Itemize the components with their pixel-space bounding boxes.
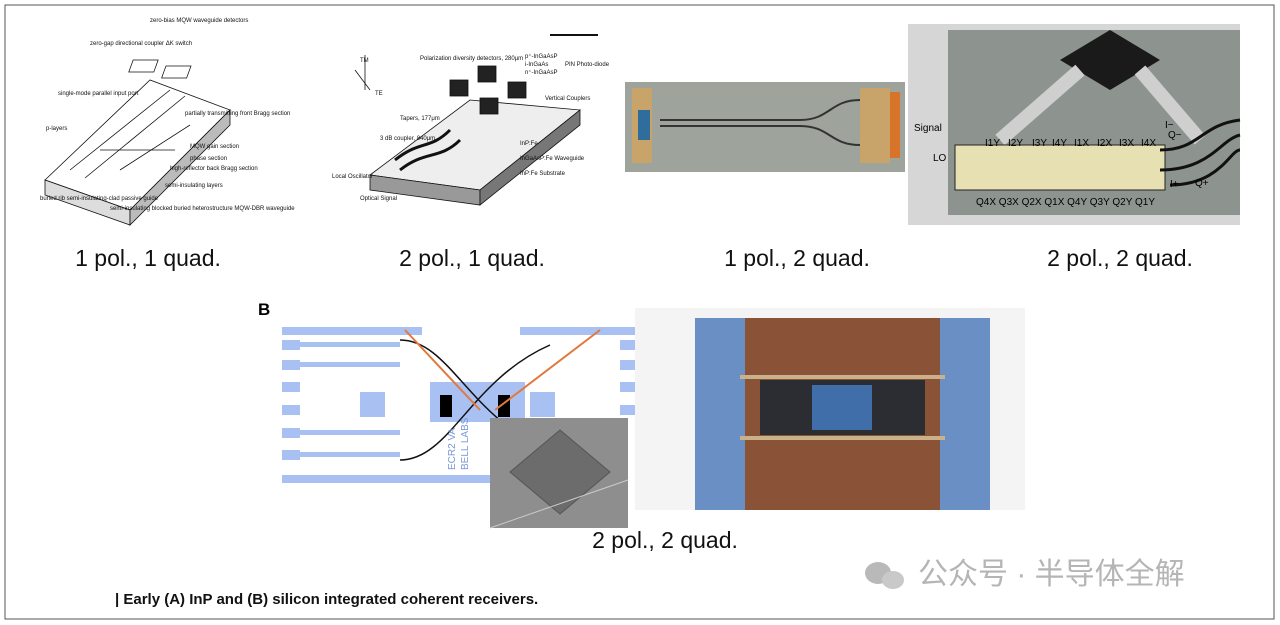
- label: I4X: [1141, 138, 1156, 149]
- label: Q4X Q3X Q2X Q1X Q4Y Q3Y Q2Y Q1Y: [976, 197, 1155, 208]
- label: I3X: [1119, 138, 1134, 149]
- panel-label: B: [258, 300, 270, 319]
- label: 3 dB coupler, 840μm: [380, 136, 435, 142]
- label: n⁺-InGaAsP: [525, 69, 558, 76]
- caption: 2 pol., 1 quad.: [399, 245, 545, 271]
- label: I2X: [1097, 138, 1112, 149]
- label: Vertical Couplers: [545, 96, 590, 102]
- label: TE: [375, 91, 383, 97]
- label: I4Y: [1052, 138, 1067, 149]
- chip-photo-3: [625, 82, 905, 172]
- label: Optical Signal: [360, 196, 397, 202]
- figure-caption: | Early (A) InP and (B) silicon integrat…: [115, 591, 538, 608]
- package-photo: [635, 308, 1025, 510]
- label: I1Y: [985, 138, 1000, 149]
- label: Local Oscillator: [332, 174, 373, 180]
- label: Q−: [1168, 130, 1182, 141]
- sketch-1-labels: zero-bias MQW waveguide detectors zero-g…: [40, 18, 295, 212]
- sketch-2-labels: TM TE Polarization diversity detectors, …: [332, 53, 610, 202]
- label: MQW gain section: [190, 144, 239, 150]
- layout-label: ECR2 VA: [447, 428, 458, 470]
- label: I+: [1170, 179, 1179, 190]
- label: I−: [1165, 120, 1174, 131]
- chip-photo-4: [908, 24, 1241, 225]
- label: i-InGaAs: [525, 62, 548, 68]
- chip-4-labels: Signal LO I1Y I2Y I3Y I4Y I1X I2X I3X I4…: [914, 120, 1209, 208]
- label: I1X: [1074, 138, 1089, 149]
- sem-inset: [489, 418, 629, 529]
- label: PIN Photo-diode: [565, 62, 610, 68]
- label: Tapers, 177μm: [400, 116, 440, 122]
- caption: 1 pol., 2 quad.: [724, 245, 870, 271]
- label: Signal: [914, 123, 942, 134]
- label: zero-gap directional coupler ΔK switch: [90, 41, 192, 47]
- label: Polarization diversity detectors, 280μm: [420, 56, 523, 62]
- label: zero-bias MQW waveguide detectors: [150, 18, 248, 24]
- label: I3Y: [1032, 138, 1047, 149]
- label: phase section: [190, 156, 227, 162]
- device-sketch-2: [354, 34, 598, 206]
- device-sketch-1: [38, 15, 232, 226]
- label: Q+: [1195, 178, 1209, 189]
- label: partially transmitting front Bragg secti…: [185, 111, 290, 117]
- watermark: 公众号 · 半导体全解: [865, 558, 1185, 591]
- caption: 2 pol., 2 quad.: [592, 527, 738, 553]
- label: semi-insulating layers: [165, 183, 223, 189]
- label: p-layers: [46, 126, 67, 132]
- label: InGaAsP:Fe Waveguide: [520, 156, 585, 162]
- label: InP:Fe: [520, 141, 538, 147]
- caption: 2 pol., 2 quad.: [1047, 245, 1193, 271]
- label: LO: [933, 153, 947, 164]
- label: buried rib semi-insulating-clad passive …: [40, 196, 159, 202]
- label: high-reflector back Bragg section: [170, 166, 258, 172]
- label: TM: [360, 58, 369, 64]
- label: I2Y: [1008, 138, 1023, 149]
- label: semi-insulating blocked buried heterostr…: [110, 206, 295, 212]
- caption: 1 pol., 1 quad.: [75, 245, 221, 271]
- label: p⁺-InGaAsP: [525, 53, 558, 60]
- label: 公众号 · 半导体全解: [918, 558, 1185, 591]
- label: InP:Fe Substrate: [520, 171, 566, 177]
- layout-label: BELL LABS: [460, 417, 471, 470]
- label: single-mode parallel input port: [58, 91, 139, 97]
